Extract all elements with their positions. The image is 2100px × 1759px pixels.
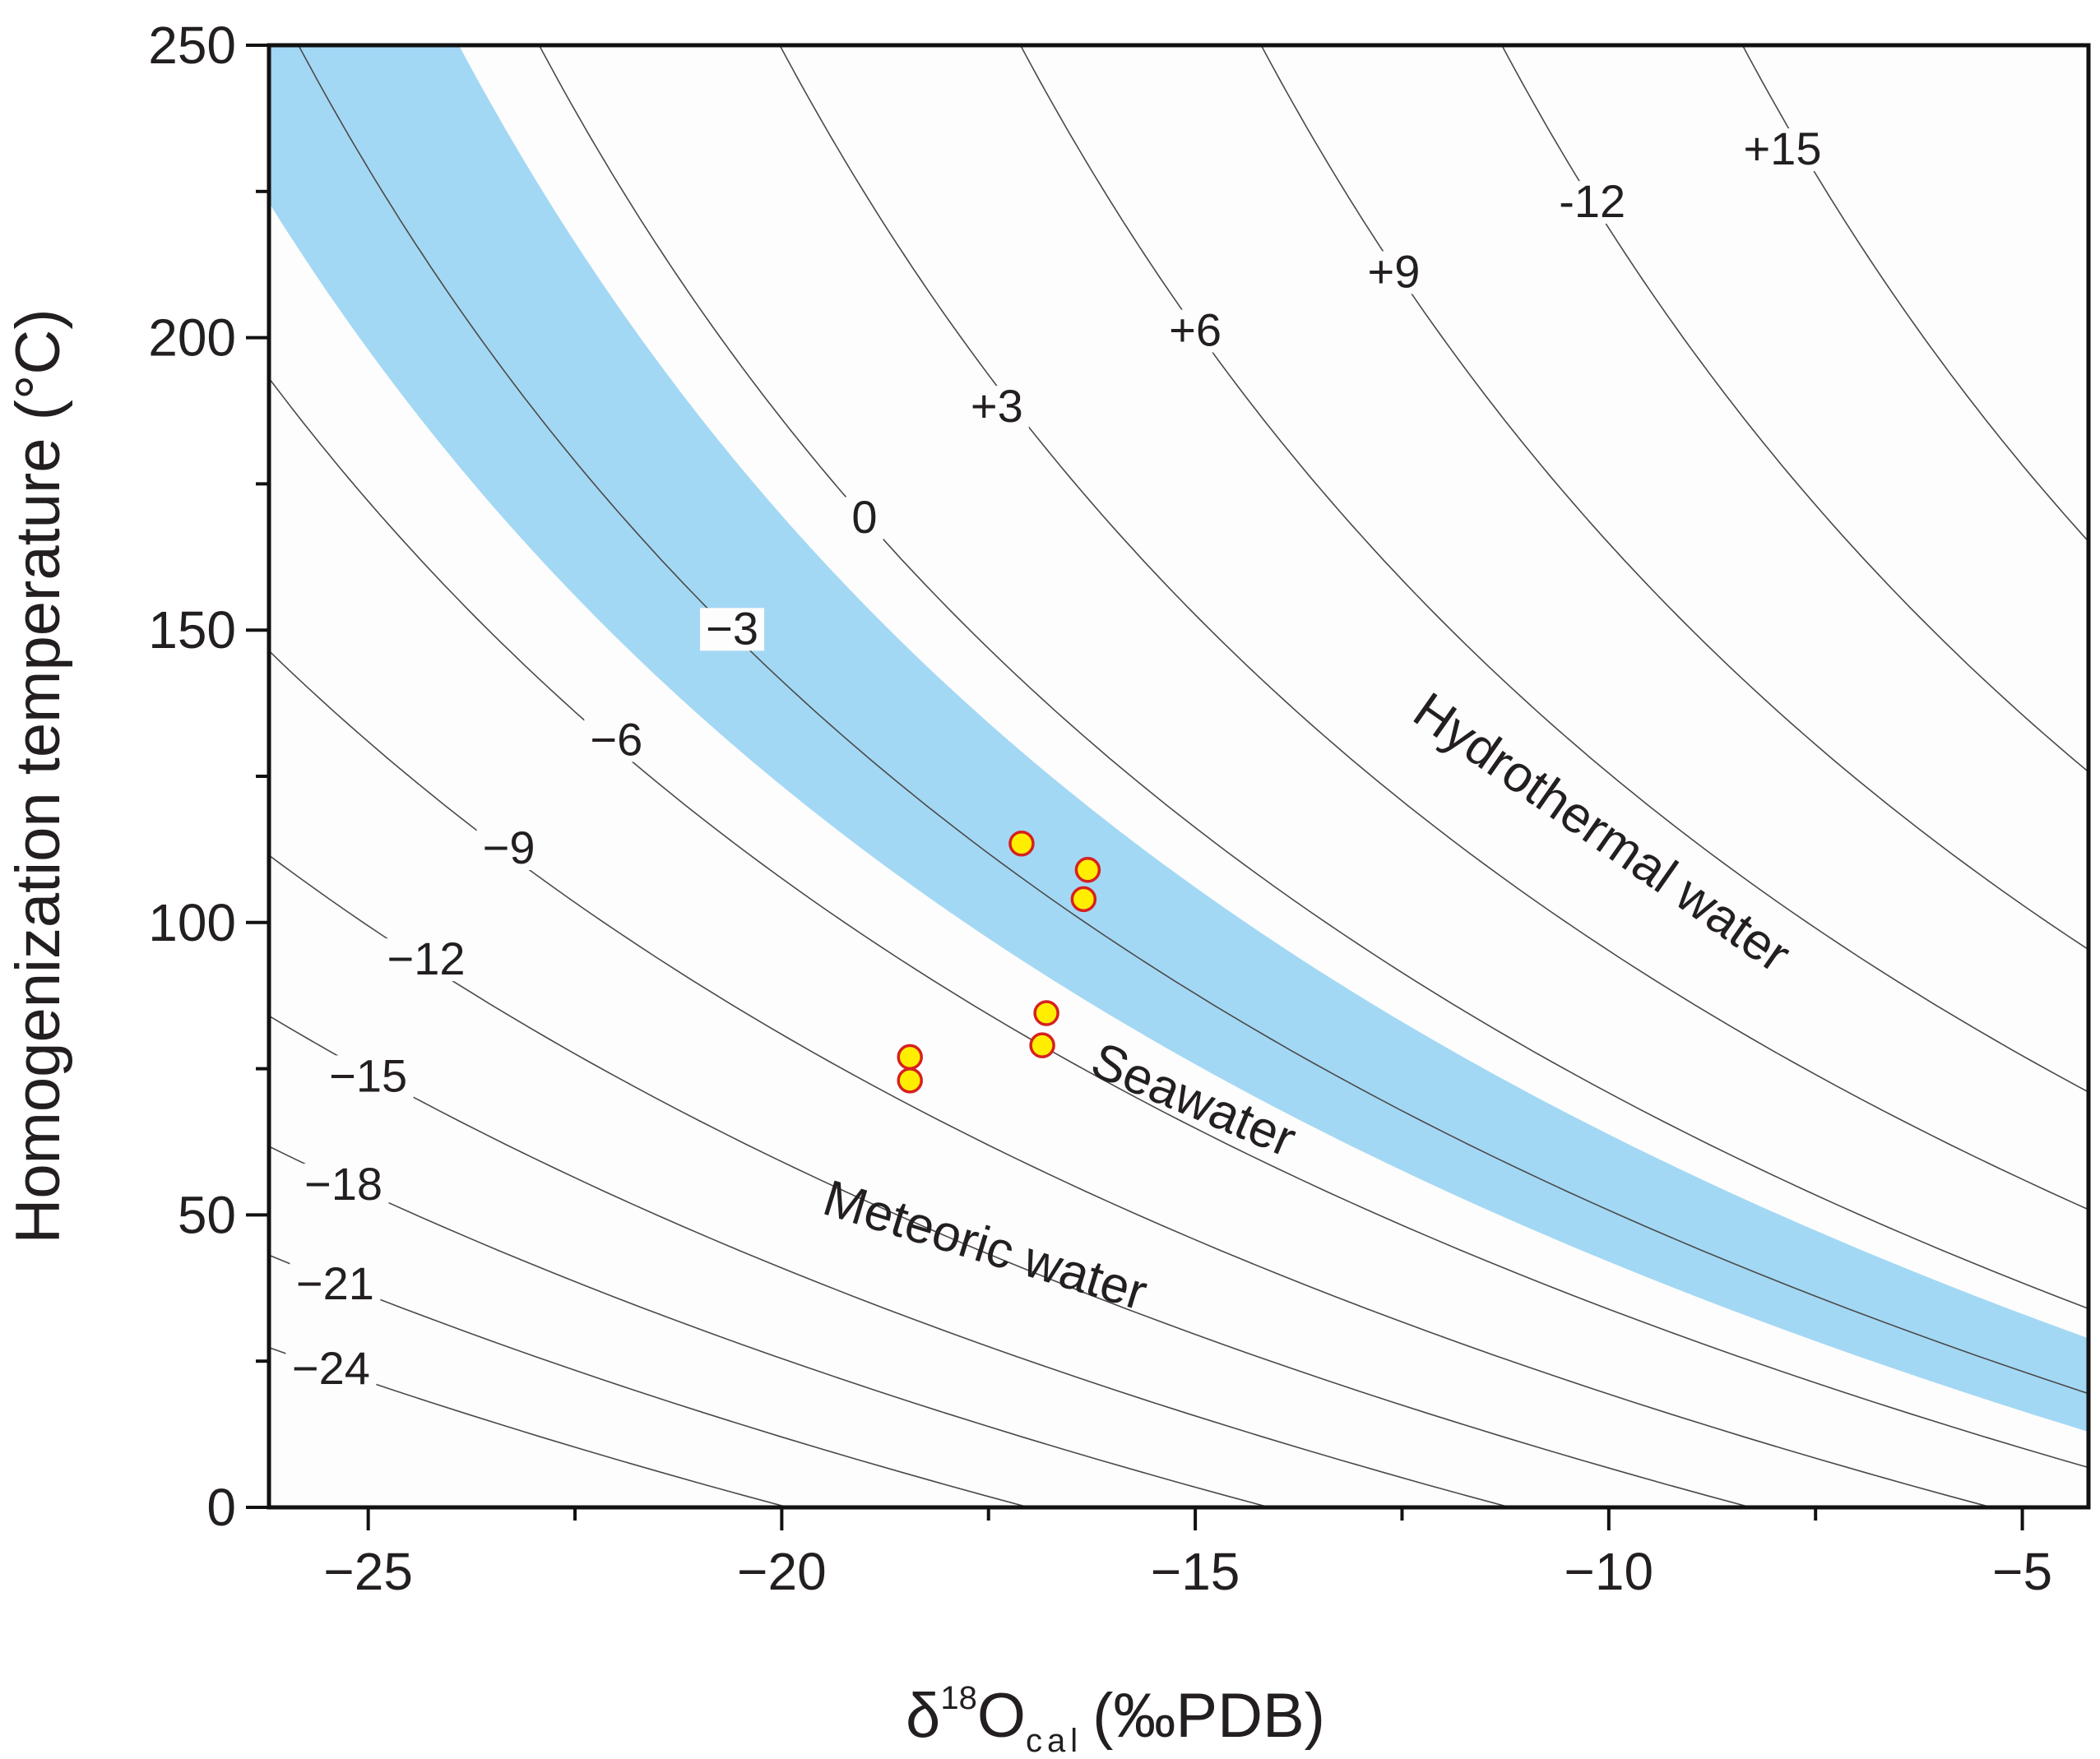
isoline-m18 (269, 1146, 1270, 1507)
x-axis-title-superscript: 18 (940, 1680, 977, 1716)
isoline-label-bg (1546, 181, 1638, 225)
isoline-label: +9 (1367, 245, 1420, 297)
isoline-label-bg (322, 1055, 414, 1099)
data-point (897, 1044, 923, 1071)
isoline-label-bg (964, 386, 1029, 429)
x-axis-title: δ18Ocal (‰PDB) (906, 1680, 1325, 1759)
isoline-label-bg (476, 827, 541, 871)
isoline-label-bg (700, 608, 765, 651)
isoline-label-bg (298, 1163, 389, 1206)
isoline-p6 (1019, 45, 2088, 1093)
isoline-label: −18 (304, 1158, 382, 1210)
data-point (897, 1067, 923, 1094)
isoline-m6 (269, 377, 2088, 1469)
isoline-labels: −24 −21 −18 −15 −12 −9 −6 −3 0 +3 +6 +9 -12 +15 (285, 123, 1828, 1394)
data-point (1008, 831, 1035, 857)
isoline-m15 (269, 1015, 1511, 1507)
isoline-label: +6 (1169, 304, 1222, 356)
isoline-label: −6 (590, 713, 642, 765)
isoline-label: −3 (706, 602, 758, 654)
x-tick-label: −10 (1565, 1542, 1654, 1601)
y-tick-label: 100 (148, 893, 236, 952)
isoline-p15 (1741, 45, 2088, 543)
isoline-label: 0 (851, 491, 877, 543)
isoline-m3 (297, 45, 2088, 1395)
isoline-label: −21 (296, 1257, 374, 1309)
x-axis: −25 −20 −15 −10 −5 (323, 1507, 2052, 1601)
x-axis-title-subscript: cal (1026, 1723, 1082, 1759)
isoline-label: -12 (1559, 175, 1625, 227)
isoline-label-bg (1163, 309, 1228, 353)
x-tick-label: −20 (737, 1542, 827, 1601)
isoline-label: −9 (483, 822, 535, 873)
x-axis-title-base: O (977, 1681, 1026, 1751)
isoline-label-bg (290, 1262, 381, 1306)
isoline-m12 (269, 854, 1751, 1507)
y-tick-label: 250 (148, 16, 236, 75)
isoline-m9 (269, 650, 1992, 1507)
y-tick-label: 150 (148, 600, 236, 660)
seawater-band (269, 45, 2088, 1433)
isoline-label-bg (584, 719, 649, 762)
isoline-label-bg (845, 497, 883, 540)
data-point (1070, 886, 1097, 913)
data-point (1074, 857, 1101, 883)
isoline-p3 (779, 45, 2088, 1210)
y-tick-label: 0 (206, 1478, 236, 1537)
isoline-label-bg (1361, 251, 1426, 294)
isoline-label-bg (1736, 128, 1828, 172)
isoline-label: +15 (1743, 123, 1821, 174)
isoline-m21 (269, 1254, 1029, 1507)
isoline-label: −24 (292, 1342, 370, 1394)
isoline-label-bg (381, 938, 472, 982)
y-tick-label: 50 (178, 1185, 236, 1244)
data-point (1033, 1000, 1059, 1026)
x-tick-label: −15 (1151, 1542, 1240, 1601)
isoline-label: −12 (387, 933, 466, 984)
data-points (897, 831, 1101, 1094)
y-axis: 0 50 100 150 200 250 (148, 16, 269, 1537)
isoline-label: +3 (971, 380, 1023, 432)
isoline-label-bg (285, 1347, 377, 1391)
x-tick-label: −25 (323, 1542, 413, 1601)
y-axis-title: Homogenization temperature (°C) (3, 308, 73, 1243)
x-tick-label: −5 (1992, 1542, 2052, 1601)
isoline-label: −15 (329, 1049, 407, 1101)
x-axis-title-delta: δ (906, 1681, 940, 1751)
data-point (1029, 1032, 1055, 1058)
x-axis-title-unit: (‰PDB) (1092, 1681, 1325, 1751)
isoline-p0 (538, 45, 2088, 1310)
y-tick-label: 200 (148, 308, 236, 368)
